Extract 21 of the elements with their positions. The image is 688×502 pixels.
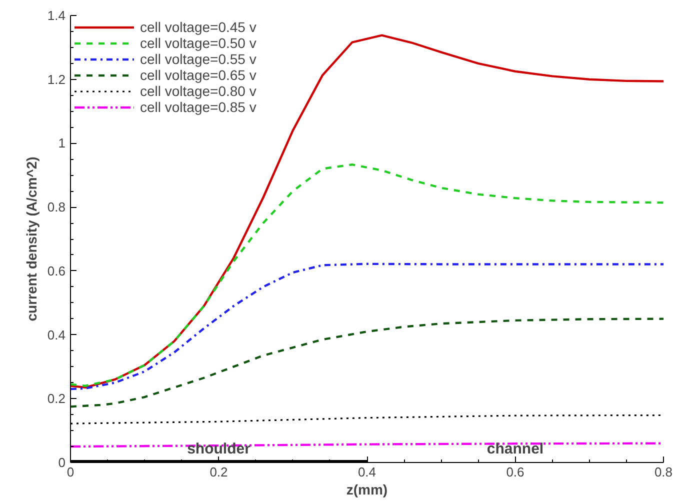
y-tick-label: 0.4 [47, 327, 66, 342]
x-tick-label: 0.4 [358, 464, 376, 480]
legend-label: cell voltage=0.45 v [140, 19, 256, 35]
y-axis-title: current density (A/cm^2) [23, 156, 40, 322]
y-tick-label: 0.2 [47, 391, 66, 406]
y-tick-label: 1.4 [47, 8, 66, 23]
annotation: channel [486, 440, 544, 458]
legend-label: cell voltage=0.65 v [140, 67, 256, 83]
x-tick-label: 0.2 [210, 464, 228, 480]
y-tick-label: 1.2 [47, 72, 66, 87]
legend-label: cell voltage=0.55 v [140, 51, 256, 67]
x-tick-label: 0.6 [506, 464, 524, 480]
y-tick-label: 0 [58, 455, 66, 470]
x-axis-title: z(mm) [346, 482, 388, 498]
y-tick-label: 1 [58, 136, 66, 151]
legend-label: cell voltage=0.80 v [140, 83, 256, 99]
y-tick-label: 0.6 [47, 263, 66, 278]
legend-label: cell voltage=0.85 v [140, 99, 256, 115]
legend-label: cell voltage=0.50 v [140, 35, 256, 51]
y-tick-label: 0.8 [47, 200, 66, 215]
x-tick-label: 0.8 [654, 464, 673, 480]
